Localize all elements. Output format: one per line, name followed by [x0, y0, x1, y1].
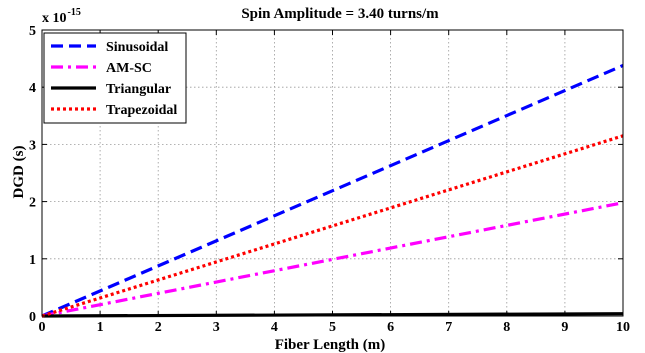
- y-exponent-power: -15: [68, 7, 81, 18]
- x-tick-label: 10: [616, 320, 630, 335]
- y-tick-label: 2: [29, 196, 36, 211]
- legend: Sinusoidal AM-SC Triangular Trapezoidal: [43, 32, 187, 124]
- legend-entry-label: Sinusoidal: [106, 40, 168, 55]
- x-tick-label: 3: [213, 320, 220, 335]
- y-tick-label: 0: [29, 310, 36, 325]
- x-tick-label: 1: [97, 320, 104, 335]
- y-axis-exponent: x 10-15: [42, 7, 81, 26]
- legend-entry-label: AM-SC: [106, 61, 152, 76]
- x-tick-label: 7: [445, 320, 452, 335]
- series-line-sinusoidal: [41, 63, 624, 318]
- series-line-trapezoidal: [41, 134, 624, 318]
- x-axis-label: Fiber Length (m): [275, 337, 386, 353]
- legend-box: [43, 32, 187, 124]
- x-tick-label: 6: [387, 320, 394, 335]
- y-exponent-base: x 10: [42, 11, 67, 26]
- x-tick-label: 4: [271, 320, 278, 335]
- series-line-am-sc: [41, 201, 624, 318]
- y-tick-label: 1: [29, 253, 36, 268]
- y-tick-label: 4: [29, 81, 36, 96]
- y-tick-label: 5: [29, 24, 36, 39]
- chart-title: Spin Amplitude = 3.40 turns/m: [241, 6, 439, 22]
- x-tick-label: 0: [39, 320, 46, 335]
- x-tick-label: 5: [329, 320, 336, 335]
- x-tick-label: 9: [561, 320, 568, 335]
- legend-entry-label: Trapezoidal: [106, 103, 177, 118]
- y-axis-label: DGD (s): [11, 146, 27, 199]
- y-tick-label: 3: [29, 138, 36, 153]
- axis-ticks: 0 1 2 3 4 5 6 7 8 9 10 0 1 2 3 4 5: [29, 24, 630, 335]
- x-tick-label: 2: [155, 320, 162, 335]
- x-tick-label: 8: [503, 320, 510, 335]
- legend-entry-label: Triangular: [106, 82, 171, 97]
